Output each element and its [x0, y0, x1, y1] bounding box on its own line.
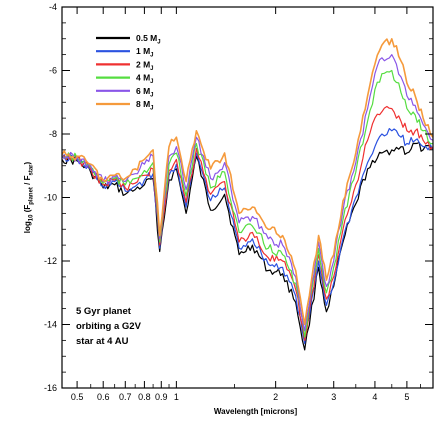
x-tick-label: 1 [174, 392, 179, 402]
x-axis-title: Wavelength [microns] [214, 407, 298, 416]
series-line-3 [62, 105, 433, 341]
y-tick-label: -8 [49, 129, 57, 139]
x-tick-label: 0.8 [138, 392, 151, 402]
x-tick-label: 0.6 [97, 392, 110, 402]
x-tick-label: 5 [404, 392, 409, 402]
legend-label: 2 MJ [136, 59, 154, 72]
ticks-layer: 0.5 0.6 0.7 0.8 0.9 1 2 3 4 5 -4 -6 -8 -10 -12 -14 -16 [44, 2, 433, 402]
x-tick-label: 0.7 [119, 392, 132, 402]
series-line-6 [62, 38, 433, 326]
y-tick-label: -14 [44, 320, 57, 330]
annotation: 5 Gyr planet orbiting a G2V star at 4 AU [76, 306, 142, 347]
y-tick-label: -12 [44, 256, 57, 266]
y-tick-label: -16 [44, 383, 57, 393]
series-line-1 [62, 141, 433, 351]
x-tick-label: 4 [372, 392, 377, 402]
y-tick-label: -10 [44, 193, 57, 203]
legend-label: 1 MJ [136, 46, 154, 59]
legend-label: 8 MJ [136, 99, 154, 112]
annotation-line: orbiting a G2V [76, 321, 142, 332]
annotation-line: 5 Gyr planet [76, 306, 132, 317]
y-axis-title: log10 (Fplanet / Fstar) [23, 161, 35, 233]
series-layer [62, 38, 433, 351]
x-tick-label: 0.9 [155, 392, 168, 402]
legend-label: 0.5 MJ [136, 33, 161, 46]
legend: 0.5 MJ1 MJ2 MJ4 MJ6 MJ8 MJ [96, 33, 161, 112]
annotation-line: star at 4 AU [76, 336, 129, 347]
legend-label: 4 MJ [136, 73, 154, 86]
y-tick-label: -4 [49, 2, 57, 12]
y-tick-label: -6 [49, 66, 57, 76]
series-line-4 [62, 69, 433, 338]
x-tick-label: 2 [273, 392, 278, 402]
legend-label: 6 MJ [136, 86, 154, 99]
series-line-5 [62, 54, 433, 332]
x-tick-label: 0.5 [71, 392, 84, 402]
x-tick-label: 3 [331, 392, 336, 402]
